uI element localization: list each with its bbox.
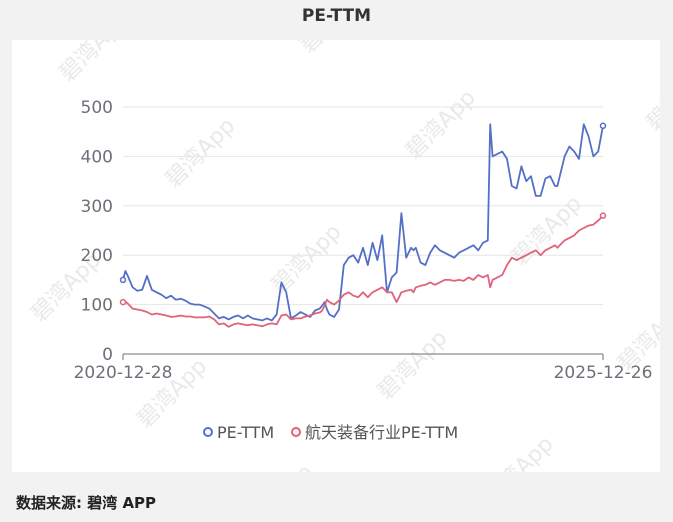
y-tick-label: 400 (81, 147, 113, 167)
legend-marker (291, 427, 301, 437)
x-tick-label-end: 2025-12-26 (554, 363, 653, 383)
series-start-marker (119, 276, 127, 284)
legend-marker (203, 427, 213, 437)
series-lines (119, 122, 607, 328)
chart-panel: 碧湾App 01002003004005002020-12-282025-12-… (12, 40, 660, 472)
legend-label: 航天装备行业PE-TTM (305, 423, 458, 442)
grid-lines (123, 106, 603, 306)
y-tick-label: 200 (81, 246, 113, 266)
axes: 0 100 200 300 400 500 2020-12-28 2025-12-26 (74, 98, 653, 383)
y-tick-label: 300 (81, 197, 113, 217)
y-tick-label: 500 (81, 98, 113, 118)
series-line-1 (122, 215, 604, 328)
chart-title: PE-TTM (301, 6, 372, 26)
legend[interactable]: PE-TTM 航天装备行业PE-TTM (203, 423, 458, 442)
series-start-marker (119, 298, 127, 306)
series-end-marker (599, 122, 607, 130)
y-tick-label: 0 (102, 345, 113, 365)
pe-chart: 碧湾App 01002003004005002020-12-282025-12-… (12, 40, 660, 472)
legend-item-0[interactable]: PE-TTM (203, 423, 274, 442)
series-end-marker (599, 212, 607, 219)
data-source-text: 数据来源: 碧湾 APP (16, 494, 157, 512)
legend-label: PE-TTM (217, 423, 274, 442)
y-tick-label: 100 (81, 296, 113, 316)
series-line-0 (122, 123, 604, 322)
watermark-layer (12, 40, 660, 472)
x-tick-label-start: 2020-12-28 (74, 363, 173, 383)
legend-item-1[interactable]: 航天装备行业PE-TTM (291, 423, 458, 442)
